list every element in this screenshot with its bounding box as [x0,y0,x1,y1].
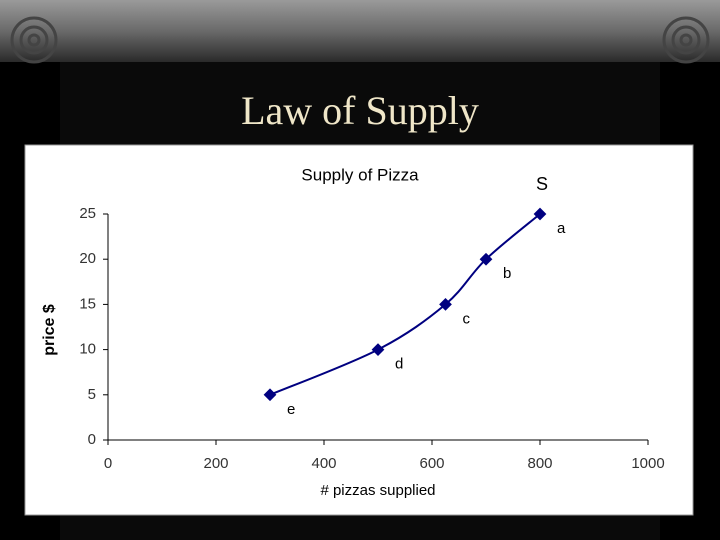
point-marker [479,252,493,266]
x-tick-label: 200 [203,455,228,472]
point-marker [439,298,452,311]
y-tick-label: 20 [79,250,96,267]
slide-title: Law of Supply [241,88,479,133]
y-tick-label: 5 [88,386,96,403]
chart-box [24,144,694,516]
y-tick-label: 0 [88,431,96,448]
x-tick-label: 0 [104,455,112,472]
curve-label: S [536,174,548,194]
y-tick-label: 15 [79,295,96,312]
y-tick-label: 25 [79,205,96,222]
point-label: e [287,401,295,418]
point-marker [371,343,385,356]
y-axis-label: price $ [41,304,58,356]
capital-band [0,0,720,62]
point-label: b [503,265,511,282]
x-tick-label: 400 [311,455,336,472]
chart-title: Supply of Pizza [301,165,419,184]
plot: 0 5 10 15 20 25 0 200 400 600 800 1000 e d c b a S [79,174,664,472]
point-marker [263,388,277,402]
scrolls [10,16,710,64]
x-tick-label: 1000 [631,455,664,472]
point-label: d [395,356,403,373]
supply-curve [269,213,541,396]
x-tick-label: 800 [527,455,552,472]
point-label: a [557,220,566,237]
x-axis-label: # pizzas supplied [320,482,435,499]
y-tick-label: 10 [79,341,96,358]
point-label: c [463,310,471,327]
x-tick-label: 600 [419,455,444,472]
